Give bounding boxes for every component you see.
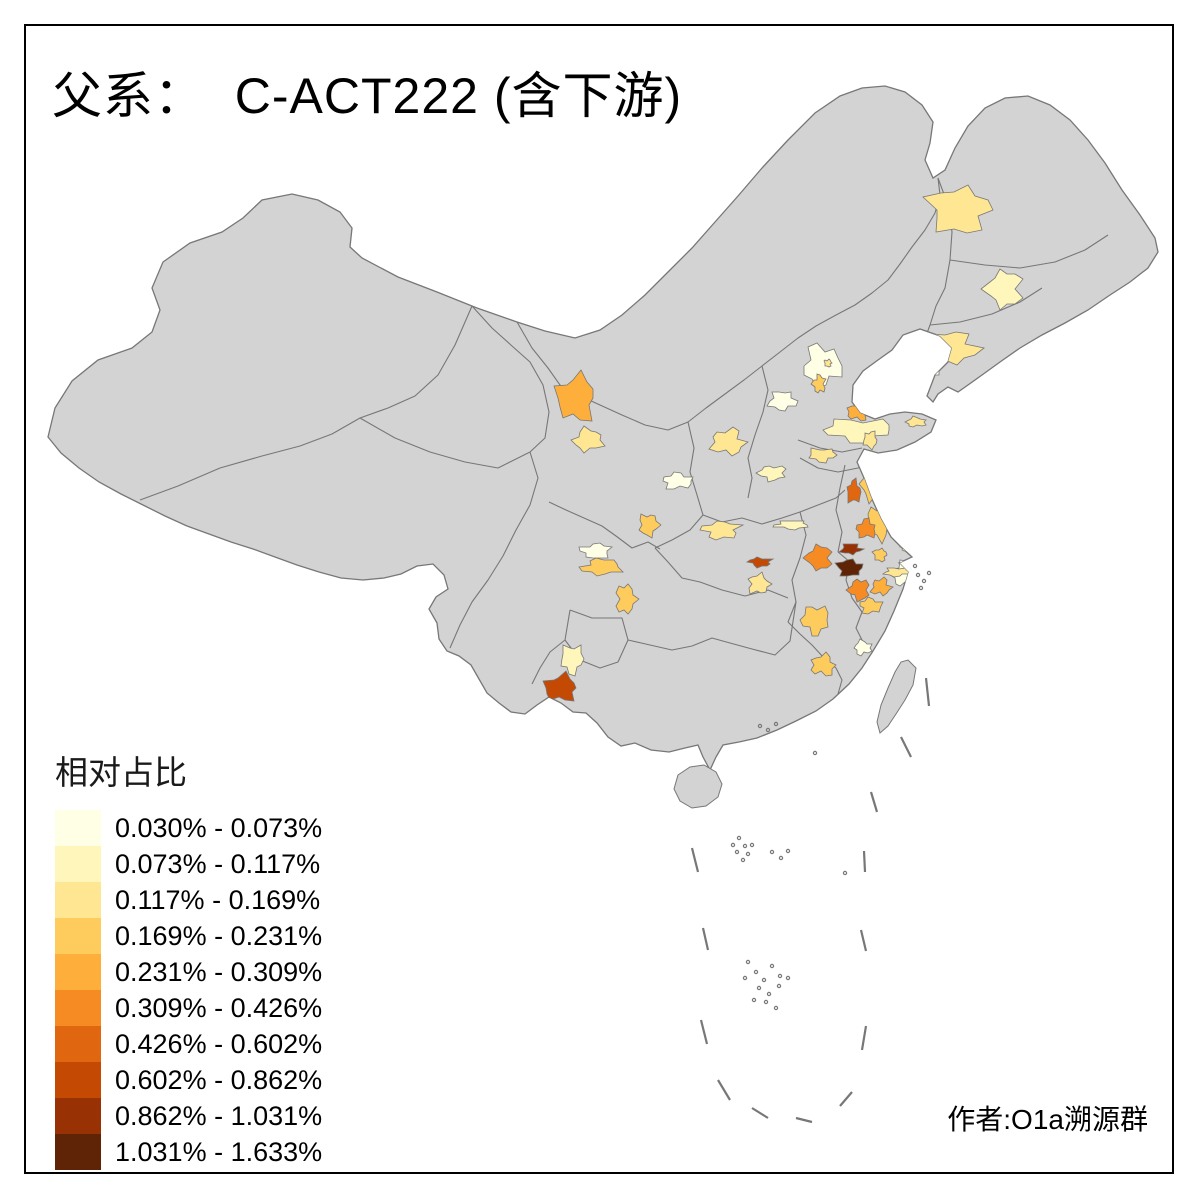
legend-swatch <box>55 846 101 882</box>
prefecture-region <box>747 571 773 595</box>
prefecture-region <box>853 638 873 657</box>
prefecture-region <box>869 576 894 597</box>
legend-row: 0.309% - 0.426% <box>55 990 322 1026</box>
prefecture-region <box>745 556 775 569</box>
prefecture-region <box>766 391 799 412</box>
prefecture-region <box>980 268 1024 311</box>
prefecture-region <box>838 543 866 556</box>
legend-range-label: 0.862% - 1.031% <box>115 1100 323 1131</box>
legend-range-label: 0.030% - 0.073% <box>115 812 323 843</box>
legend-row: 0.862% - 1.031% <box>55 1098 322 1134</box>
legend-range-label: 0.169% - 0.231% <box>115 920 323 951</box>
legend-swatch <box>55 1098 101 1134</box>
prefecture-region <box>542 670 577 702</box>
legend-title: 相对占比 <box>55 754 187 791</box>
prefecture-region <box>855 517 876 539</box>
prefecture-region <box>904 415 927 428</box>
legend-swatch <box>55 1134 101 1170</box>
prefecture-region <box>772 520 809 531</box>
legend-range-label: 1.031% - 1.633% <box>115 1136 323 1167</box>
prefecture-region <box>708 426 749 457</box>
legend-swatch <box>55 954 101 990</box>
legend-range-label: 0.426% - 0.602% <box>115 1028 323 1059</box>
prefecture-region <box>615 583 640 615</box>
choropleth-regions <box>542 184 1024 702</box>
prefecture-region <box>871 547 888 563</box>
prefecture-region <box>802 543 833 572</box>
prefecture-region <box>755 465 787 483</box>
legend-swatch <box>55 882 101 918</box>
legend-row: 0.426% - 0.602% <box>55 1026 322 1062</box>
legend-swatch <box>55 810 101 846</box>
legend-range-label: 0.309% - 0.426% <box>115 992 323 1023</box>
mainland-outline <box>47 85 1159 772</box>
legend-swatch <box>55 918 101 954</box>
prefecture-region <box>823 358 833 368</box>
legend-row: 0.117% - 0.169% <box>55 882 322 918</box>
legend-range-label: 0.231% - 0.309% <box>115 956 323 987</box>
prefecture-region <box>803 342 843 390</box>
prefecture-region <box>662 471 694 490</box>
legend: 相对占比 0.030% - 0.073% 0.073% - 0.117% 0.117… <box>55 746 322 1170</box>
prefecture-region <box>560 644 585 677</box>
prefecture-region <box>699 520 745 541</box>
prefecture-region <box>834 558 864 577</box>
prefecture-region <box>846 477 862 504</box>
prefecture-region <box>553 369 594 422</box>
legend-range-label: 0.117% - 0.169% <box>115 884 321 915</box>
legend-swatch <box>55 990 101 1026</box>
legend-row: 0.231% - 0.309% <box>55 954 322 990</box>
prefecture-region <box>881 567 913 578</box>
province-borders <box>139 177 1109 707</box>
island-shape <box>673 764 723 809</box>
prefecture-region <box>808 447 838 464</box>
prefecture-region <box>859 596 884 615</box>
prefecture-region <box>799 605 829 637</box>
sea-boundary-dashes <box>690 677 931 1124</box>
prefecture-region <box>845 578 870 603</box>
legend-row: 0.169% - 0.231% <box>55 918 322 954</box>
legend-rows: 0.030% - 0.073% 0.073% - 0.117% 0.117% - 0… <box>55 810 322 1170</box>
prefecture-region <box>922 184 994 234</box>
prefecture-region <box>810 373 827 394</box>
prefecture-region <box>638 513 662 539</box>
island-shape <box>876 659 917 734</box>
prefecture-region <box>920 361 942 377</box>
page-title: 父系： C-ACT222 (含下游) <box>52 68 683 124</box>
prefecture-region <box>810 651 837 677</box>
prefecture-region <box>570 425 606 454</box>
legend-range-label: 0.602% - 0.862% <box>115 1064 323 1095</box>
prefecture-region <box>578 557 624 577</box>
legend-swatch <box>55 1026 101 1062</box>
legend-range-label: 0.073% - 0.117% <box>115 848 321 879</box>
legend-row: 0.030% - 0.073% <box>55 810 322 846</box>
small-islands-dots <box>730 563 932 1011</box>
legend-row: 1.031% - 1.633% <box>55 1134 322 1170</box>
attribution-text: 作者:O1a溯源群 <box>947 1104 1148 1135</box>
legend-row: 0.073% - 0.117% <box>55 846 322 882</box>
legend-swatch <box>55 1062 101 1098</box>
prefecture-region <box>862 430 878 451</box>
legend-row: 0.602% - 0.862% <box>55 1062 322 1098</box>
prefecture-region <box>578 542 613 559</box>
